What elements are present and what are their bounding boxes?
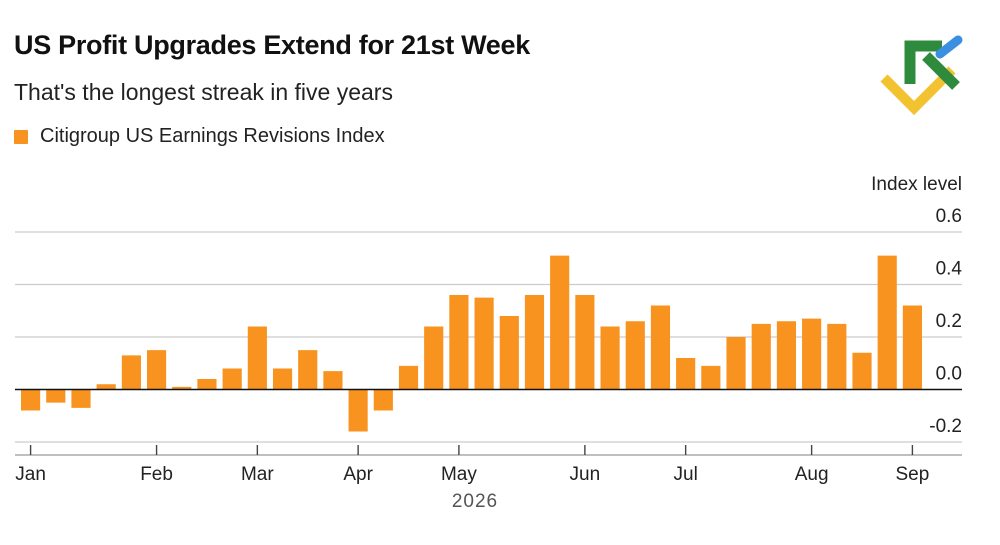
x-tick-label: Jul [674,464,698,485]
y-tick-label: 0.2 [936,311,962,332]
logo-green-arrow [922,52,960,90]
bar [827,323,847,390]
bar [877,255,897,390]
bar [172,386,192,390]
bar [247,326,267,390]
x-tick-label: May [441,464,477,485]
bar [650,305,671,390]
x-tick-label: Jan [15,464,46,485]
bar [776,321,797,390]
logo-green-stroke [904,40,942,84]
y-tick-label: 0.6 [936,206,962,227]
bar [197,379,217,390]
bar [802,318,822,390]
bar [751,323,771,390]
bar [146,350,167,390]
x-tick-label: Sep [895,464,929,485]
bar [499,316,519,390]
legend-swatch [14,129,28,144]
bar [21,389,41,411]
legend-label: Citigroup US Earnings Revisions Index [40,125,385,147]
bar [298,350,318,390]
brand-logo-icon [880,35,963,116]
bar [272,368,293,390]
axis-layer: Jan Feb Mar Apr May Jun Jul Aug Sep [15,388,962,485]
bar [726,337,746,390]
x-axis-year-label: 2026 [452,491,498,512]
bar [524,295,545,390]
legend: Citigroup US Earnings Revisions Index [14,125,385,148]
bar [398,365,419,390]
bar [575,295,595,390]
chart-subtitle: That's the longest streak in five years [14,79,393,105]
bar [46,389,66,403]
bar [348,389,368,432]
bar [701,365,721,390]
bar [474,297,494,390]
x-tick-label: Mar [241,464,274,485]
bar [852,352,872,390]
x-tick-label: Aug [795,464,829,485]
bar [902,305,922,390]
logo-yellow-stroke [880,66,956,116]
bar [550,255,570,390]
bar [449,295,469,390]
bar [96,384,116,390]
bar [600,326,620,390]
x-tick-label: Feb [140,464,173,485]
bar [676,358,696,390]
y-tick-label: 0.0 [936,364,962,385]
bar [222,368,242,390]
bar-layer [21,255,922,432]
y-tick-label: 0.4 [936,259,963,280]
x-tick-label: Jun [570,464,601,485]
grid-layer: 0.6 0.4 0.2 0.0 -0.2 [15,206,963,443]
bar [71,389,91,408]
bar [121,355,141,390]
logo-blue-stroke [935,35,963,59]
bar [424,326,444,390]
x-tick-label: Apr [343,464,373,485]
bar [373,389,393,411]
bar [625,321,645,390]
y-axis-label: Index level [871,174,962,195]
chart-title: US Profit Upgrades Extend for 21st Week [14,30,530,60]
bar [323,371,343,390]
y-tick-label: -0.2 [929,416,962,437]
